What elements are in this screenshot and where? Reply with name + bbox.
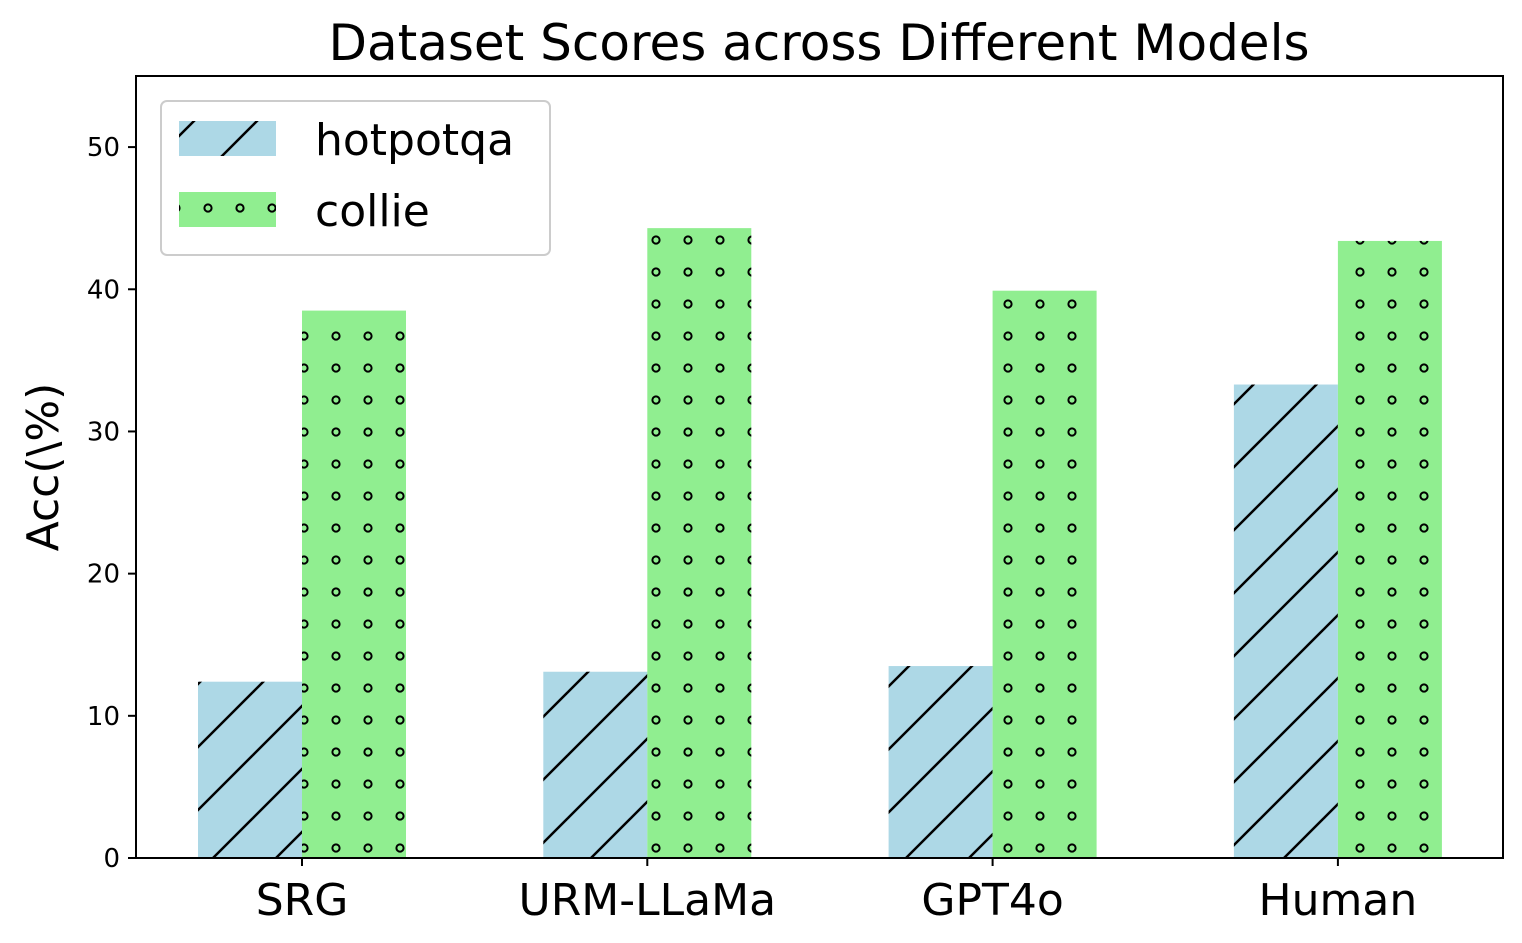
bar-hatch-hotpotqa-human [1233,384,1338,858]
bar-hatch-collie-human [1337,240,1442,858]
y-tick-label-0: 0 [103,844,120,874]
bar-hatch-hotpotqa-urm-llama [543,671,648,858]
bar-hatch-hotpotqa-srg [198,681,302,858]
y-tick-label-50: 50 [87,133,120,163]
y-tick-label-10: 10 [87,702,120,732]
plot-frame [135,75,1504,859]
y-tick-label-40: 40 [87,275,120,305]
bar-hatch-collie-srg [302,310,406,859]
legend: hotpotqa collie [160,100,551,256]
bar-hatch-hotpotqa-gpt4o [888,666,993,858]
y-tick-label-30: 30 [87,417,120,447]
x-tick-label-gpt4o: GPT4o [921,875,1063,926]
y-tick-label-20: 20 [87,560,120,590]
legend-label-hotpotqa: hotpotqa [315,115,514,166]
bar-hatch-collie-gpt4o [992,290,1097,858]
legend-label-collie: collie [315,186,430,237]
x-tick-label-srg: SRG [256,875,349,926]
y-axis-ticks: 0 10 20 30 40 50 [87,133,136,874]
x-axis-ticks: SRG URM-LLaMa GPT4o Human [256,858,1418,926]
bar-hatch-collie-urm-llama [647,228,752,859]
legend-swatch-hotpotqa-hatch [179,121,276,156]
y-axis-label: Acc(\%) [18,383,69,552]
legend-swatch-collie-hatch [179,192,276,227]
x-tick-label-human: Human [1259,875,1418,926]
chart-title: Dataset Scores across Different Models [328,14,1309,72]
bars-group [198,228,1442,859]
x-tick-label-urm-llama: URM-LLaMa [519,875,777,926]
